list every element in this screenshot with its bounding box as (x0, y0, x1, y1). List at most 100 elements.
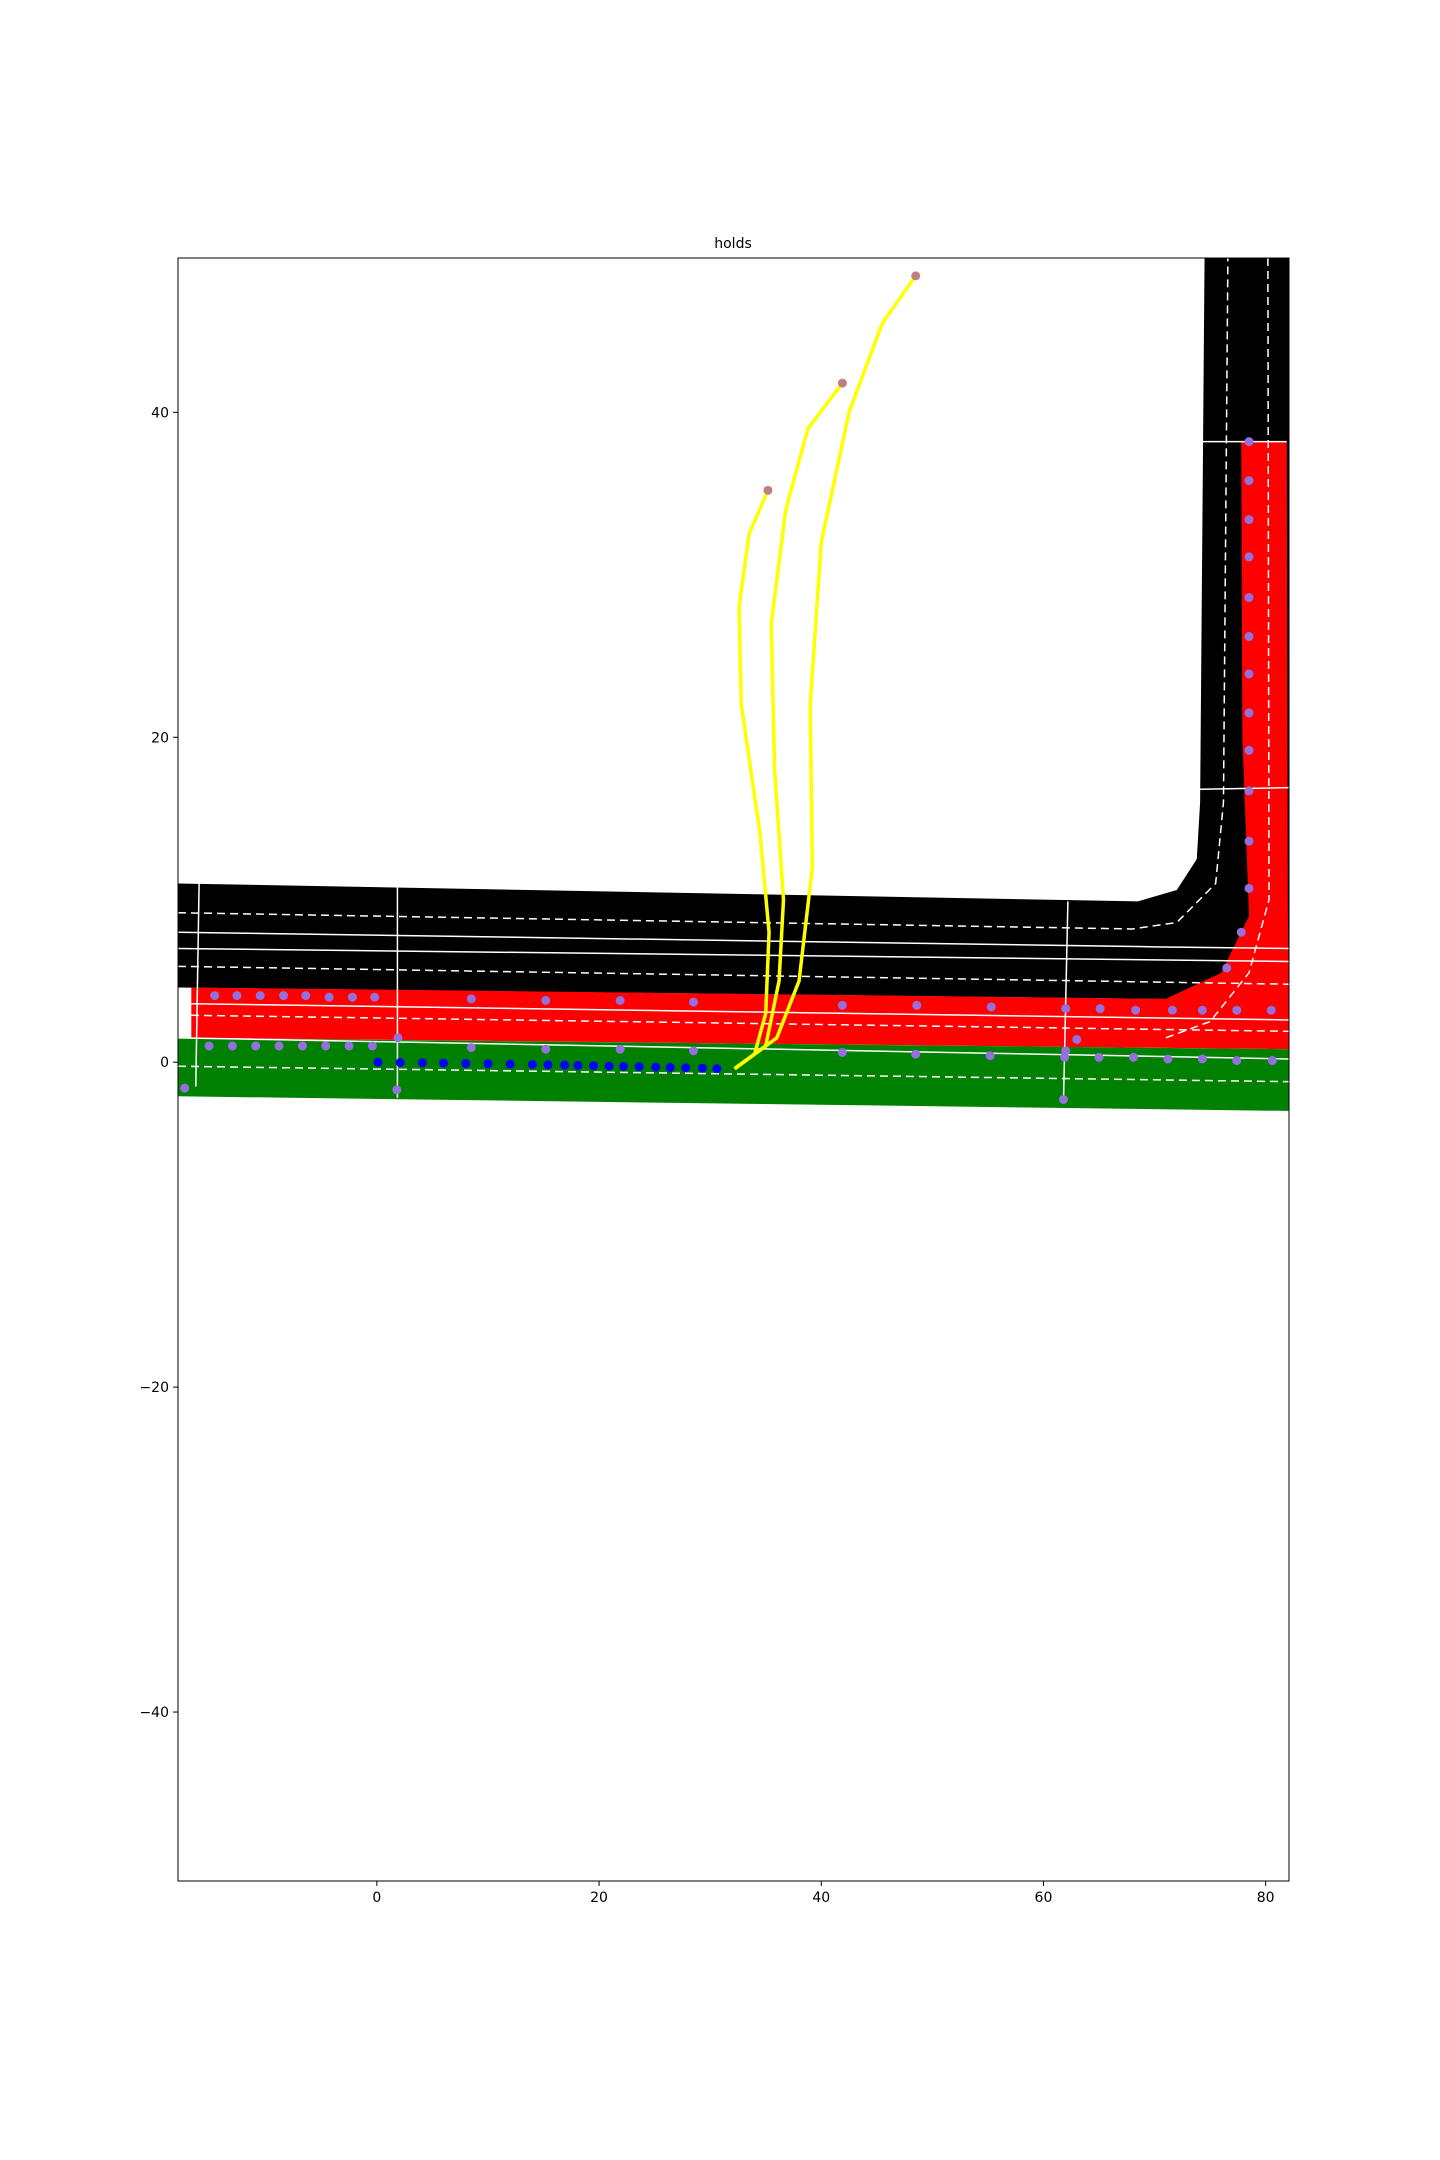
point (324, 992, 334, 1002)
point (367, 1041, 377, 1051)
line (733, 489, 771, 1071)
point (985, 1051, 995, 1061)
point (911, 1049, 921, 1059)
point (255, 991, 265, 1001)
line (178, 1037, 1289, 1060)
point (1244, 476, 1254, 486)
point (911, 271, 921, 281)
line (195, 883, 200, 1087)
point (301, 991, 311, 1001)
y-tick-label: 0 (160, 1055, 169, 1071)
point (665, 1062, 675, 1072)
point (227, 1041, 237, 1051)
x-tick-label: 20 (590, 1890, 608, 1906)
point (763, 485, 773, 495)
point (1244, 836, 1254, 846)
point (604, 1061, 614, 1071)
y-tick-label: −20 (139, 1380, 169, 1396)
point (681, 1063, 691, 1073)
point (251, 1041, 261, 1051)
line (191, 1002, 1289, 1021)
point (1244, 437, 1254, 447)
point (1197, 1054, 1207, 1064)
point (1167, 1005, 1177, 1015)
point (651, 1062, 661, 1072)
dashed-line (178, 965, 1289, 985)
point (1197, 1005, 1207, 1015)
point (1131, 1005, 1141, 1015)
line (733, 274, 918, 1071)
plot-frame (177, 257, 1290, 1882)
point (1244, 669, 1254, 679)
x-tick-label: 80 (1257, 1890, 1275, 1906)
x-tick-label: 0 (372, 1890, 381, 1906)
point (837, 1000, 847, 1010)
point (461, 1058, 471, 1068)
point (180, 1083, 190, 1093)
point (393, 1033, 403, 1043)
point (573, 1060, 583, 1070)
y-tick-label: 20 (151, 730, 169, 746)
point (912, 1000, 922, 1010)
point (1163, 1054, 1173, 1064)
dashed-line (178, 258, 1229, 930)
line (178, 947, 1289, 963)
y-tick-label: −40 (139, 1705, 169, 1721)
point (1094, 1052, 1104, 1062)
point (1232, 1056, 1242, 1066)
point (1061, 1046, 1071, 1056)
point (1236, 927, 1246, 937)
point (347, 992, 357, 1002)
point (1244, 593, 1254, 603)
point (1128, 1052, 1138, 1062)
x-tick-label: 60 (1035, 1890, 1053, 1906)
point (321, 1041, 331, 1051)
point (297, 1041, 307, 1051)
point (210, 991, 220, 1001)
point (1244, 708, 1254, 718)
point (344, 1041, 354, 1051)
point (232, 991, 242, 1001)
point (689, 997, 699, 1007)
x-tick-label: 40 (812, 1890, 830, 1906)
point (634, 1062, 644, 1072)
point (1266, 1005, 1276, 1015)
point (466, 1043, 476, 1053)
lane-area (178, 258, 1289, 1001)
point (274, 1041, 284, 1051)
chart-title: holds (714, 236, 752, 252)
point (1267, 1056, 1277, 1066)
line (1062, 901, 1069, 1103)
point (615, 1044, 625, 1054)
point (392, 1085, 402, 1095)
point (395, 1058, 405, 1068)
line (178, 931, 1289, 950)
point (541, 1044, 551, 1054)
point (1072, 1034, 1082, 1044)
point (589, 1061, 599, 1071)
point (837, 1047, 847, 1057)
point (1244, 552, 1254, 562)
point (986, 1002, 996, 1012)
point (505, 1059, 515, 1069)
point (619, 1061, 629, 1071)
point (1232, 1005, 1242, 1015)
point (1095, 1004, 1105, 1014)
point (1244, 786, 1254, 796)
line (1200, 786, 1289, 791)
point (543, 1060, 553, 1070)
point (373, 1057, 383, 1067)
point (370, 992, 380, 1002)
point (1244, 745, 1254, 755)
point (1061, 1004, 1071, 1014)
point (541, 995, 551, 1005)
point (1244, 632, 1254, 642)
plot-area (178, 258, 1289, 1111)
point (712, 1064, 722, 1074)
point (466, 994, 476, 1004)
point (527, 1059, 537, 1069)
point (615, 995, 625, 1005)
y-tick-label: 40 (151, 405, 169, 421)
point (1244, 883, 1254, 893)
